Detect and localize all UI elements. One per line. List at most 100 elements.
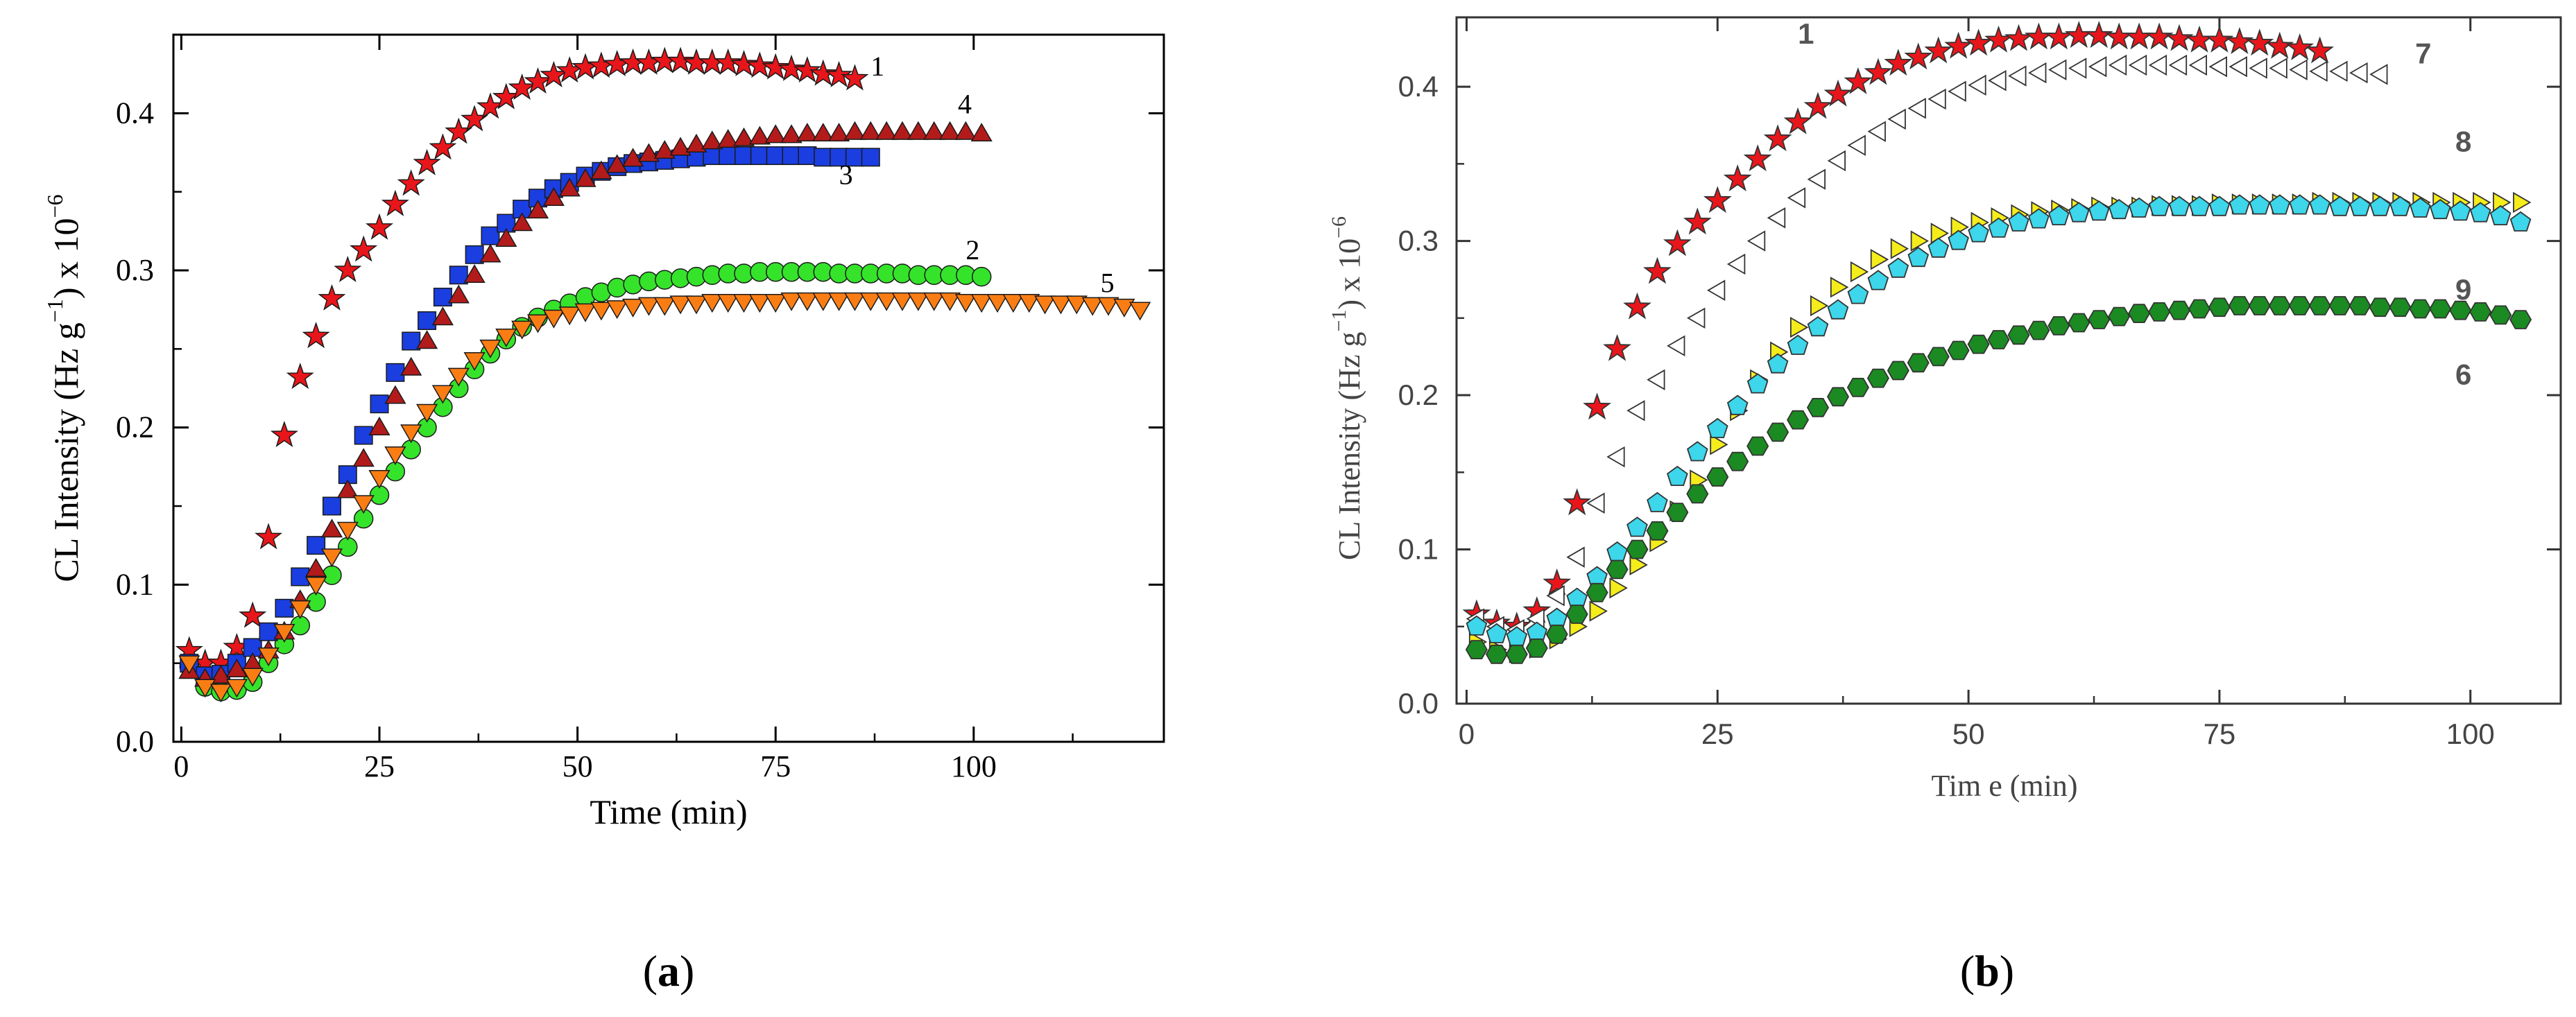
data-point-hexagon <box>2088 310 2111 329</box>
data-point-pentagon <box>2489 205 2511 226</box>
data-point-star <box>1783 107 1812 134</box>
data-point-triangle-left <box>2088 56 2107 78</box>
y-tick-label: 0.4 <box>116 96 154 130</box>
data-point-triangle-up <box>352 448 375 467</box>
data-point-square <box>449 266 468 285</box>
data-point-hexagon <box>2268 296 2291 315</box>
data-point-triangle-right <box>1629 554 1648 575</box>
y-tick-label: 0.1 <box>116 567 154 601</box>
data-point-pentagon <box>2289 194 2311 215</box>
data-point-pentagon <box>1746 373 1769 394</box>
data-point-triangle-up <box>336 479 359 498</box>
data-point-triangle-right <box>1890 238 1909 259</box>
series-9 <box>1466 194 2532 647</box>
data-point-hexagon <box>2429 299 2452 319</box>
data-point-triangle-up <box>320 519 343 538</box>
data-point-hexagon <box>2369 297 2392 318</box>
data-point-hexagon <box>2047 316 2070 336</box>
data-point-triangle-left <box>1686 307 1706 329</box>
data-point-pentagon <box>1466 615 1488 636</box>
data-point-hexagon <box>2489 305 2512 325</box>
data-point-star <box>2064 21 2093 49</box>
data-point-triangle-left <box>1968 74 1986 96</box>
curve-label-8: 8 <box>2455 125 2471 158</box>
data-point-hexagon <box>1987 330 2010 349</box>
data-point-triangle-right <box>1870 249 1889 270</box>
data-point-triangle-up <box>812 123 834 142</box>
data-point-star <box>239 601 267 628</box>
data-point-star <box>667 46 695 73</box>
data-point-triangle-up <box>447 284 470 304</box>
data-point-square <box>735 146 754 166</box>
data-point-pentagon <box>2148 195 2170 216</box>
data-point-triangle-up <box>764 124 787 144</box>
data-point-pentagon <box>1948 229 1969 250</box>
data-point-triangle-left <box>2249 58 2267 79</box>
data-point-hexagon <box>1666 503 1689 522</box>
data-point-pentagon <box>1546 607 1568 628</box>
y-tick-label: 0.3 <box>116 253 154 287</box>
data-point-star <box>270 421 298 448</box>
data-point-triangle-up <box>907 121 929 140</box>
data-point-square <box>750 146 769 166</box>
data-point-triangle-left <box>2208 56 2228 78</box>
data-point-hexagon <box>1646 521 1669 541</box>
data-point-triangle-left <box>2068 58 2087 79</box>
data-point-star <box>540 60 568 87</box>
y-tick-label: 0.1 <box>1398 533 1439 566</box>
data-point-star <box>2225 27 2254 55</box>
data-point-star <box>1703 186 1732 214</box>
data-point-triangle-right <box>1609 577 1628 599</box>
x-tick-label: 100 <box>951 749 997 783</box>
data-point-hexagon <box>1806 398 1830 417</box>
data-point-triangle-right <box>1850 261 1869 283</box>
data-point-square <box>719 146 738 166</box>
data-point-star <box>1623 292 1651 320</box>
data-point-hexagon <box>1726 451 1749 471</box>
data-point-triangle-right <box>1589 600 1608 622</box>
x-tick-label: 0 <box>1459 718 1475 750</box>
data-point-triangle-down <box>273 624 295 643</box>
data-point-hexagon <box>1525 638 1548 658</box>
data-point-pentagon <box>1606 541 1628 562</box>
data-point-triangle-down <box>225 679 248 698</box>
data-point-square <box>703 146 722 166</box>
data-point-triangle-left <box>2128 54 2147 76</box>
data-point-triangle-down <box>923 292 945 311</box>
data-point-star <box>1583 392 1612 420</box>
data-point-triangle-up <box>415 330 438 349</box>
data-point-square <box>481 226 500 245</box>
data-point-star <box>1543 568 1572 596</box>
data-point-hexagon <box>1866 368 1889 388</box>
data-point-star <box>461 105 489 132</box>
data-point-star <box>730 50 758 77</box>
data-point-triangle-down <box>875 292 898 311</box>
x-axis-title-a: Time (min) <box>590 792 747 831</box>
data-point-pentagon <box>1807 316 1829 337</box>
data-point-triangle-right <box>1910 230 1929 252</box>
data-point-triangle-down <box>542 309 565 329</box>
series-group-b <box>1462 21 2532 664</box>
data-point-triangle-down <box>796 292 818 311</box>
data-point-triangle-up <box>495 227 517 247</box>
data-point-pentagon <box>2449 200 2471 221</box>
data-point-pentagon <box>1706 417 1728 438</box>
data-point-triangle-down <box>210 684 232 703</box>
data-point-triangle-up <box>954 121 977 140</box>
data-point-pentagon <box>2188 195 2210 216</box>
data-point-triangle-left <box>2148 54 2167 76</box>
data-point-star <box>381 189 409 216</box>
data-point-pentagon <box>2309 194 2330 215</box>
curve-label-3: 3 <box>839 159 853 190</box>
data-point-square <box>370 394 389 414</box>
data-point-square <box>402 331 421 351</box>
data-point-star <box>2265 31 2294 59</box>
series-group-a <box>175 46 1151 703</box>
data-point-triangle-left <box>1606 446 1625 468</box>
data-point-triangle-down <box>653 297 676 316</box>
chart-panel-b: 0 25 50 75 100 0.0 0.1 0.2 0.3 0.4 1 7 8 9 6 Tim e (… <box>1328 16 2562 996</box>
plot-frame-a <box>172 33 1165 743</box>
y-tick-label: 0.2 <box>1398 379 1439 411</box>
data-point-triangle-down <box>1113 298 1135 318</box>
data-point-pentagon <box>1586 566 1608 586</box>
